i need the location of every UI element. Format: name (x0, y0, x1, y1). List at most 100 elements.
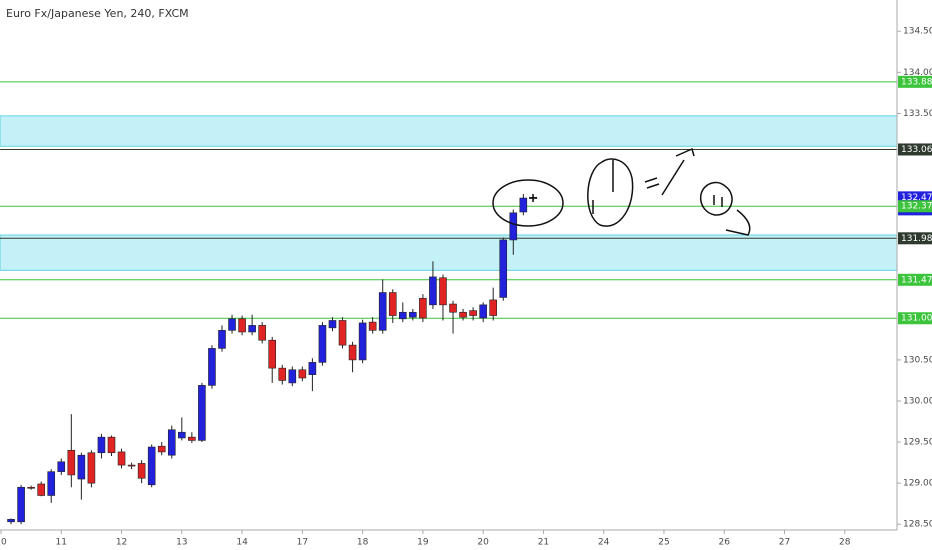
candle-body (208, 348, 216, 386)
stroke-drawing (529, 194, 537, 202)
stroke-drawing (713, 195, 751, 236)
price-label: 133.061 (901, 145, 932, 155)
candle-body (469, 310, 477, 316)
price-label-bg (898, 273, 932, 286)
candle-body (328, 320, 337, 329)
price-label-bg (898, 200, 932, 213)
price-label-bg (898, 143, 932, 156)
x-tick-label: 28 (839, 538, 851, 548)
candle-body (178, 431, 186, 439)
candle-body (27, 486, 35, 489)
candle-body (449, 303, 457, 313)
candle-body (87, 452, 96, 484)
candle-body (47, 471, 56, 496)
x-tick-label: 11 (56, 538, 67, 548)
candle-body (439, 277, 447, 306)
candle-body (398, 311, 407, 320)
price-label: 131.980 (901, 234, 932, 244)
y-tick-label: 130.000 (903, 396, 932, 406)
candle-body (127, 464, 136, 467)
x-tick-label: 19 (417, 538, 429, 548)
candle-body (419, 297, 427, 319)
candle-body (107, 436, 116, 454)
candle-body (298, 369, 307, 379)
candle-body (348, 344, 357, 361)
candle-body (358, 322, 367, 361)
candle-body (97, 436, 106, 454)
candle-body (288, 369, 297, 384)
y-tick-label: 133.500 (903, 109, 932, 119)
y-tick-label: 129.000 (903, 479, 932, 489)
x-tick-label: 18 (357, 538, 369, 548)
chart-title: Euro Fx/Japanese Yen, 240, FXCM (6, 7, 189, 20)
circle-drawing (492, 179, 564, 227)
y-axis: 134.500 134.000 133.500 130.500 130.000 129.5… (0, 27, 932, 548)
y-tick-label: 134.500 (903, 27, 932, 37)
price-label: 131.007 (901, 314, 932, 324)
candle-body (238, 318, 246, 333)
y-tick-label: 128.500 (903, 520, 932, 530)
candle-body (489, 299, 497, 316)
candle-body (459, 311, 467, 318)
price-label-bg (898, 75, 932, 88)
candle-body (409, 311, 417, 318)
candle-body (318, 325, 327, 363)
price-label-bg (898, 232, 932, 245)
x-tick-label: 27 (779, 538, 790, 548)
candle-body (57, 461, 66, 472)
candle-body (77, 454, 86, 480)
x-tick-label: 12 (116, 538, 127, 548)
candle-body (218, 330, 226, 349)
candle-body (167, 429, 176, 456)
zone (0, 234, 898, 271)
circle-drawing (587, 158, 634, 227)
candle-body (368, 321, 377, 331)
candle-body (117, 451, 126, 466)
circle-drawing (700, 181, 733, 216)
x-tick-label: 25 (658, 538, 669, 548)
price-label: 133.884 (901, 77, 932, 87)
y-tick-label: 130.500 (903, 355, 932, 365)
candle-body (137, 463, 146, 479)
stroke-drawing (592, 160, 614, 214)
stroke-drawing (644, 147, 695, 196)
candle-body (338, 320, 347, 346)
candle-body (248, 325, 256, 333)
candle-body (268, 339, 277, 369)
price-label: 132.478 (901, 193, 932, 203)
candle-body (198, 385, 206, 441)
candle-body (228, 318, 236, 331)
price-label: 132.370 (901, 202, 932, 212)
candle-body (308, 362, 317, 375)
x-tick-label: 21 (538, 538, 549, 548)
price-label: 131.475 (901, 275, 932, 285)
plot-area (0, 81, 898, 525)
candle-body (37, 483, 45, 496)
x-tick-label: 20 (477, 538, 489, 548)
x-tick-label: 17 (297, 538, 308, 548)
candle-body (429, 276, 437, 306)
x-tick-label: 26 (719, 538, 731, 548)
y-tick-label: 129.500 (903, 438, 932, 448)
y-tick-label: 134.000 (903, 68, 932, 78)
candle-body (147, 446, 156, 486)
x-tick-label: 24 (598, 538, 610, 548)
price-label-bg (898, 312, 932, 325)
candle-body (388, 292, 397, 316)
x-tick-label: 14 (236, 538, 248, 548)
candle-body (157, 445, 166, 453)
candle-body (509, 212, 518, 241)
zone (0, 115, 898, 147)
candle-body (278, 367, 287, 381)
drawings (492, 147, 751, 236)
candle-body (378, 292, 387, 331)
candle-body (17, 486, 25, 523)
candle-body (67, 449, 76, 476)
candle-body (519, 197, 528, 213)
candle-body (258, 325, 266, 341)
x-tick-label: 10 (0, 538, 7, 548)
candle-body (499, 239, 508, 298)
candle-body (7, 519, 15, 523)
x-tick-label: 13 (176, 538, 187, 548)
